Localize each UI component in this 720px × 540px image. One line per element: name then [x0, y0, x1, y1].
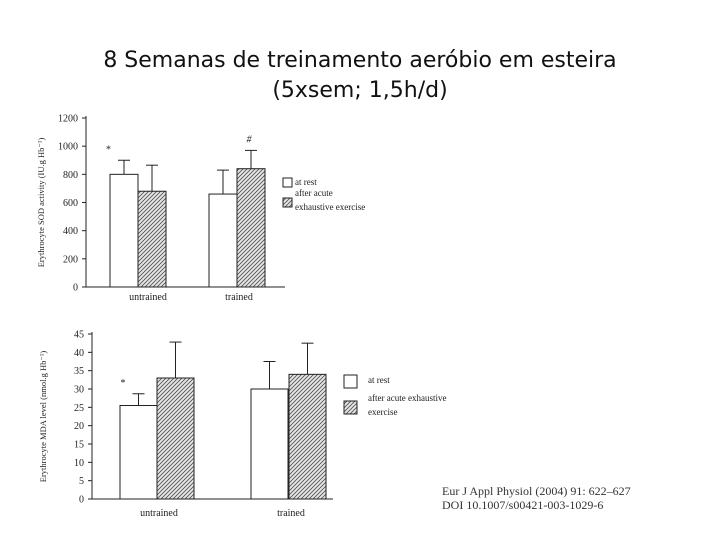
y-tick-label: 25	[74, 403, 84, 414]
legend-swatch-after-exercise	[343, 400, 358, 415]
y-tick-label: 35	[74, 366, 84, 377]
legend-label: exhaustive exercise	[295, 202, 365, 212]
y-tick-label: 1000	[58, 142, 78, 153]
x-category-label: trained	[277, 508, 305, 519]
slide-title-line-1: 8 Semanas de treinamento aeróbio em este…	[103, 48, 617, 73]
bar-after-exercise	[156, 377, 195, 500]
legend-swatch-after-exercise	[282, 197, 293, 208]
slide-title: 8 Semanas de treinamento aeróbio em este…	[0, 46, 720, 106]
legend-label: after acute exhaustive	[368, 393, 446, 403]
legend-swatch-at-rest	[343, 374, 358, 389]
y-tick-label: 5	[79, 476, 84, 487]
y-tick-label: 400	[63, 226, 78, 237]
citation-doi: DOI 10.1007/s00421-003-1029-6	[442, 498, 604, 512]
bar-after-exercise	[137, 190, 167, 288]
bar-at-rest	[119, 405, 158, 500]
legend-label: at rest	[295, 177, 317, 187]
y-axis-label: Erythrocyte SOD activity (IU.g Hb⁻¹)	[36, 138, 46, 268]
bar-after-exercise	[236, 168, 266, 288]
x-category-label: untrained	[140, 508, 178, 519]
significance-marker: *	[106, 144, 111, 155]
legend-label: after acute	[295, 188, 333, 198]
y-axis-label: Erythrocyte MDA level (nmol.g Hb⁻¹)	[38, 351, 48, 483]
y-tick-label: 1200	[58, 114, 78, 125]
y-tick-label: 800	[63, 170, 78, 181]
y-tick-label: 20	[74, 421, 84, 432]
y-tick-label: 15	[74, 440, 84, 451]
y-tick-label: 40	[74, 348, 84, 359]
significance-marker: #	[247, 134, 253, 145]
y-tick-label: 45	[74, 330, 84, 341]
legend-swatch-at-rest	[282, 177, 293, 188]
y-tick-label: 0	[73, 283, 78, 294]
legend-label: exercise	[368, 407, 397, 417]
bar-after-exercise	[288, 373, 327, 500]
bar-at-rest	[208, 193, 238, 288]
x-category-label: trained	[225, 292, 253, 303]
y-tick-label: 0	[79, 495, 84, 506]
citation: Eur J Appl Physiol (2004) 91: 622–627 DO…	[442, 484, 631, 512]
y-tick-label: 200	[63, 254, 78, 265]
bar-at-rest	[250, 388, 289, 500]
y-tick-label: 10	[74, 458, 84, 469]
x-category-label: untrained	[129, 292, 167, 303]
chart-2: 0 5 10 15 20 25 30 35 40 45 Erythrocyte MDA level …	[38, 330, 446, 520]
citation-journal: Eur J Appl Physiol (2004) 91: 622–627	[442, 484, 631, 498]
y-tick-label: 600	[63, 198, 78, 209]
y-tick-label: 30	[74, 385, 84, 396]
slide-title-line-2: (5xsem; 1,5h/d)	[272, 78, 448, 103]
chart-1: 0 200 400 600 800 1000 1200 Erythrocyte SOD act…	[36, 114, 365, 304]
bar-at-rest	[109, 173, 139, 288]
legend-label: at rest	[368, 375, 390, 385]
significance-marker: *	[120, 378, 125, 389]
